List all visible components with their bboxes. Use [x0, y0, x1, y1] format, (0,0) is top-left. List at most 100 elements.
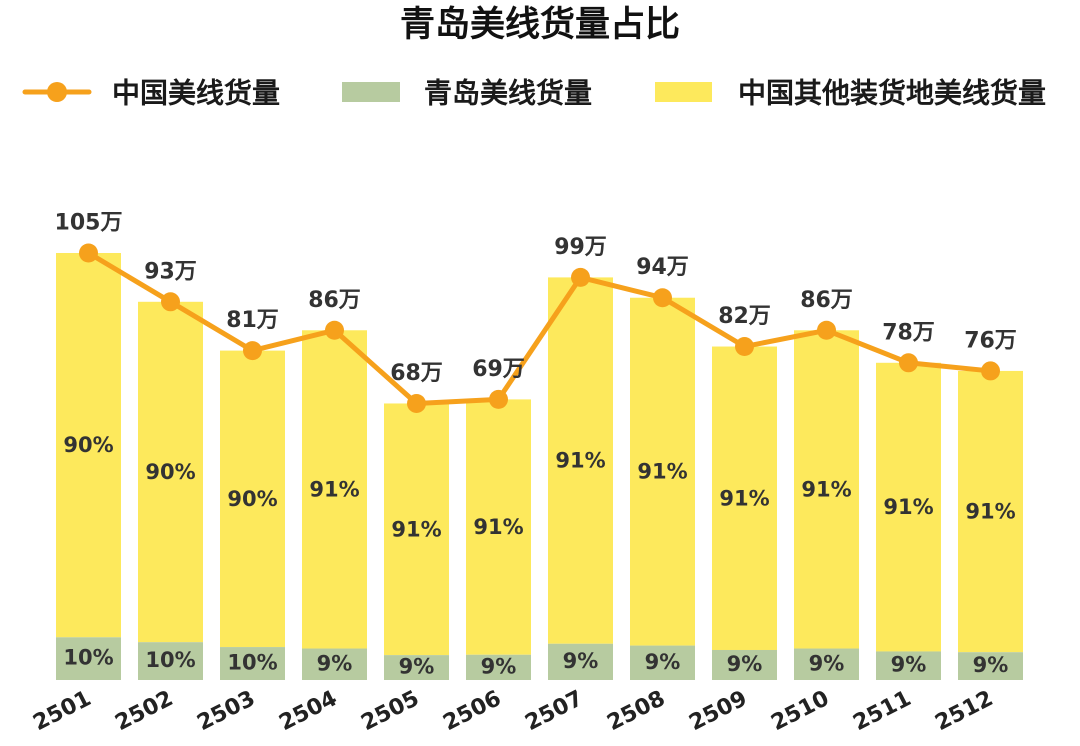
- chart-title: 青岛美线货量占比: [400, 5, 680, 45]
- legend-label-china-volume: 中国美线货量: [112, 77, 280, 110]
- bar-segment-qingdao-2506: [466, 654, 531, 680]
- x-tick-label-2505: 2505: [357, 686, 423, 736]
- share-label-other-2512: 91%: [965, 500, 1015, 524]
- legend-swatch-qingdao: [342, 82, 400, 102]
- line-point-2502: [161, 292, 180, 312]
- legend-swatch-other: [655, 82, 712, 102]
- bar-segment-qingdao-2508: [630, 645, 695, 680]
- line-point-2505: [407, 393, 426, 413]
- bar-segment-qingdao-2504: [302, 648, 367, 680]
- legend-item-qingdao-volume: 青岛美线货量: [342, 77, 592, 110]
- legend-label-other-volume: 中国其他装货地美线货量: [738, 77, 1046, 110]
- line-point-2504: [325, 320, 344, 340]
- x-tick-label-2511: 2511: [849, 686, 915, 736]
- legend-circle-marker: [47, 82, 67, 102]
- share-label-other-2503: 90%: [227, 487, 277, 511]
- value-label-2503: 81万: [226, 308, 279, 333]
- share-label-qingdao-2504: 9%: [317, 651, 353, 675]
- bar-segment-qingdao-2501: [56, 637, 121, 680]
- bar-segment-qingdao-2511: [876, 651, 941, 680]
- value-label-2502: 93万: [144, 259, 197, 284]
- share-label-other-2509: 91%: [719, 486, 769, 510]
- bar-segment-qingdao-2509: [712, 649, 777, 680]
- value-label-2507: 99万: [554, 235, 607, 260]
- share-labels-group: 90% 10% 90% 10% 90% 10% 91% 9% 91% 9% 91% 9% 91% 9% 91…: [63, 433, 1015, 678]
- line-point-2507: [571, 267, 590, 287]
- bar-segment-other-2508: [630, 297, 695, 646]
- value-label-2508: 94万: [636, 255, 689, 280]
- bar-segment-other-2502: [138, 301, 203, 643]
- legend: 中国美线货量 青岛美线货量 中国其他装货地美线货量: [22, 77, 1046, 110]
- x-tick-label-2502: 2502: [111, 686, 177, 736]
- share-label-qingdao-2509: 9%: [727, 652, 763, 676]
- x-tick-label-2503: 2503: [193, 686, 259, 736]
- line-point-2506: [489, 389, 508, 409]
- bar-segment-qingdao-2507: [548, 643, 613, 680]
- share-label-qingdao-2510: 9%: [809, 651, 845, 675]
- share-label-qingdao-2508: 9%: [645, 650, 681, 674]
- legend-label-qingdao-volume: 青岛美线货量: [424, 77, 592, 110]
- share-label-qingdao-2507: 9%: [563, 649, 599, 673]
- bar-segment-other-2511: [876, 362, 941, 652]
- share-label-other-2501: 90%: [63, 433, 113, 457]
- share-label-qingdao-2503: 10%: [227, 651, 277, 675]
- bar-segment-other-2501: [56, 253, 121, 638]
- bar-segment-qingdao-2510: [794, 648, 859, 680]
- share-label-other-2504: 91%: [309, 477, 359, 501]
- value-label-2501: 105万: [55, 211, 123, 236]
- x-tick-label-2510: 2510: [767, 686, 833, 736]
- line-point-2509: [735, 337, 754, 357]
- bars-group: [56, 253, 1023, 680]
- x-tick-label-2507: 2507: [521, 686, 587, 736]
- value-label-2505: 68万: [390, 361, 443, 386]
- line-china-volume: [86, 250, 993, 406]
- value-label-2504: 86万: [308, 288, 361, 313]
- line-series-group: [79, 243, 1000, 413]
- bar-segment-qingdao-2503: [220, 647, 285, 680]
- bar-segment-other-2506: [466, 399, 531, 655]
- value-label-2506: 69万: [472, 357, 525, 382]
- line-point-2511: [899, 353, 918, 373]
- line-point-2501: [79, 243, 98, 263]
- x-tick-label-2508: 2508: [603, 686, 669, 736]
- legend-item-china-volume: 中国美线货量: [22, 77, 280, 110]
- bar-segment-qingdao-2512: [958, 652, 1023, 680]
- bar-segment-qingdao-2505: [384, 655, 449, 680]
- bar-segment-other-2505: [384, 403, 449, 656]
- x-tick-label-2506: 2506: [439, 686, 505, 736]
- bar-segment-other-2503: [220, 350, 285, 648]
- share-label-qingdao-2505: 9%: [399, 655, 435, 679]
- bar-segment-other-2512: [958, 370, 1023, 653]
- share-label-qingdao-2502: 10%: [145, 648, 195, 672]
- line-point-2512: [981, 361, 1000, 381]
- line-point-2503: [243, 341, 262, 361]
- bar-segment-other-2509: [712, 346, 777, 650]
- x-tick-label-2512: 2512: [931, 686, 997, 736]
- bar-segment-qingdao-2502: [138, 642, 203, 680]
- share-label-other-2505: 91%: [391, 517, 441, 541]
- bar-segment-other-2507: [548, 277, 613, 644]
- share-label-other-2510: 91%: [801, 477, 851, 501]
- line-point-2510: [817, 320, 836, 340]
- x-tick-label-2509: 2509: [685, 686, 751, 736]
- share-label-qingdao-2512: 9%: [973, 653, 1009, 677]
- share-label-other-2511: 91%: [883, 495, 933, 519]
- value-label-2511: 78万: [882, 320, 935, 345]
- bar-segment-other-2504: [302, 330, 367, 649]
- x-tick-label-2501: 2501: [29, 686, 95, 736]
- share-label-qingdao-2506: 9%: [481, 654, 517, 678]
- share-label-other-2507: 91%: [555, 449, 605, 473]
- bar-segment-other-2510: [794, 330, 859, 649]
- share-label-other-2508: 91%: [637, 460, 687, 484]
- value-labels-group: 105万 93万 81万 86万 68万 69万 99万 94万 82万 86万 78万 76万: [55, 211, 1017, 386]
- line-point-2508: [653, 288, 672, 308]
- value-label-2510: 86万: [800, 288, 853, 313]
- legend-item-other-volume: 中国其他装货地美线货量: [655, 77, 1046, 110]
- value-label-2509: 82万: [718, 304, 771, 329]
- x-axis-tick-labels: 2501 2502 2503 2504 2505 2506 2507 2508 2509 2510…: [29, 686, 997, 736]
- value-label-2512: 76万: [964, 328, 1017, 353]
- x-tick-label-2504: 2504: [275, 686, 341, 736]
- share-label-other-2502: 90%: [145, 460, 195, 484]
- share-label-other-2506: 91%: [473, 515, 523, 539]
